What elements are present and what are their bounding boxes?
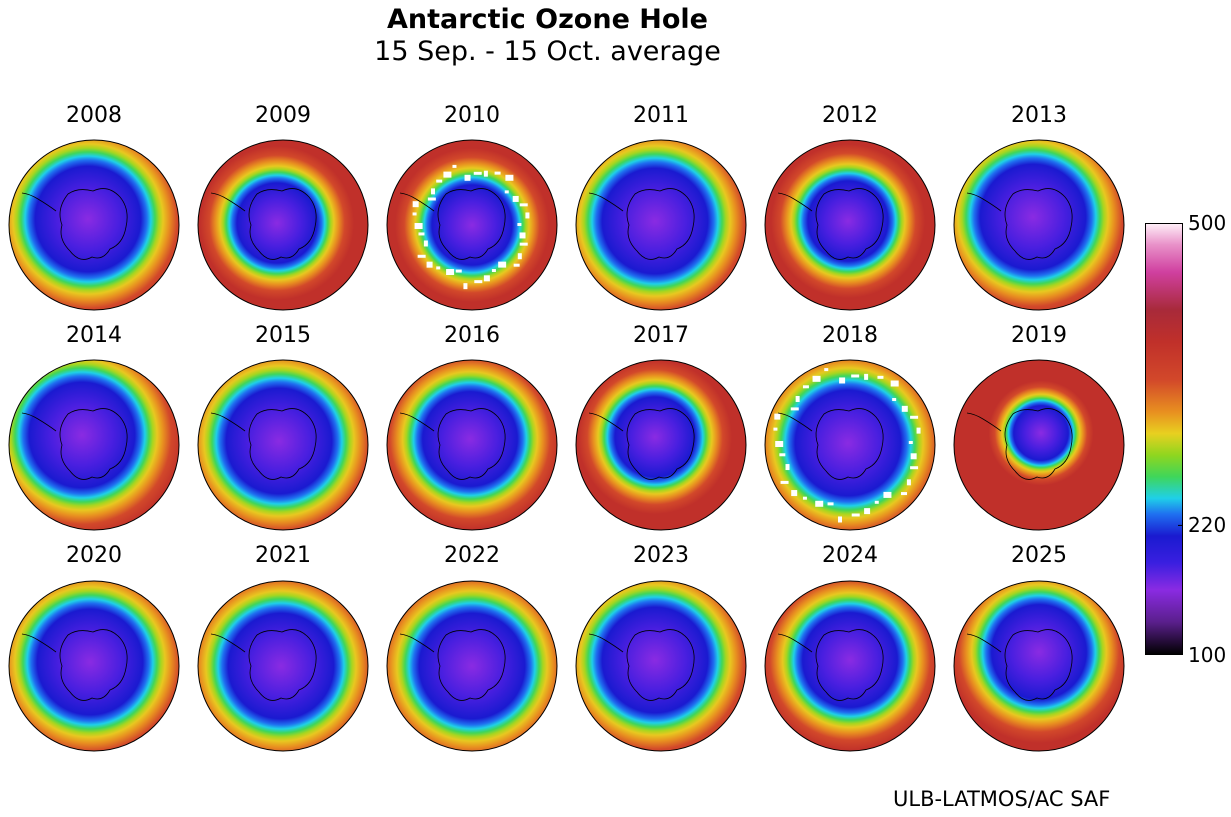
panel-year-label: 2017	[633, 323, 689, 348]
ozone-map-2024	[764, 580, 936, 752]
ozone-map-2023	[575, 580, 747, 752]
panel-year-label: 2020	[66, 543, 122, 568]
colorbar-tick-label: 500	[1188, 211, 1227, 235]
panel-year-label: 2012	[822, 103, 878, 128]
ozone-map-2009	[197, 139, 369, 311]
panel-year-label: 2025	[1011, 543, 1067, 568]
credit-text: ULB-LATMOS/AC SAF	[893, 787, 1111, 811]
panel-year-label: 2024	[822, 543, 878, 568]
ozone-map-2016	[386, 359, 558, 531]
panel-year-label: 2008	[66, 103, 122, 128]
panel-year-label: 2021	[255, 543, 311, 568]
ozone-map-2017	[575, 359, 747, 531]
chart-subtitle: 15 Sep. - 15 Oct. average	[374, 36, 721, 67]
panel-year-label: 2018	[822, 323, 878, 348]
panel-year-label: 2014	[66, 323, 122, 348]
panel-year-label: 2013	[1011, 103, 1067, 128]
panel-year-label: 2019	[1011, 323, 1067, 348]
panel-year-label: 2009	[255, 103, 311, 128]
ozone-map-2011	[575, 139, 747, 311]
ozone-map-2014	[8, 359, 180, 531]
panel-year-label: 2016	[444, 323, 500, 348]
ozone-map-2020	[8, 580, 180, 752]
panel-year-label: 2022	[444, 543, 500, 568]
colorbar-tick-label: 100	[1188, 643, 1227, 667]
ozone-map-2012	[764, 139, 936, 311]
panel-year-label: 2010	[444, 103, 500, 128]
chart-title: Antarctic Ozone Hole	[387, 4, 708, 35]
ozone-map-2015	[197, 359, 369, 531]
panel-year-label: 2023	[633, 543, 689, 568]
colorbar	[1145, 223, 1183, 655]
ozone-map-2022	[386, 580, 558, 752]
ozone-map-2010	[386, 139, 558, 311]
panel-year-label: 2015	[255, 323, 311, 348]
ozone-map-2025	[953, 580, 1125, 752]
ozone-map-2013	[953, 139, 1125, 311]
panel-year-label: 2011	[633, 103, 689, 128]
ozone-map-2019	[953, 359, 1125, 531]
ozone-map-2018	[764, 359, 936, 531]
colorbar-tick-label: 220	[1188, 513, 1227, 538]
ozone-map-2021	[197, 580, 369, 752]
ozone-map-2008	[8, 139, 180, 311]
